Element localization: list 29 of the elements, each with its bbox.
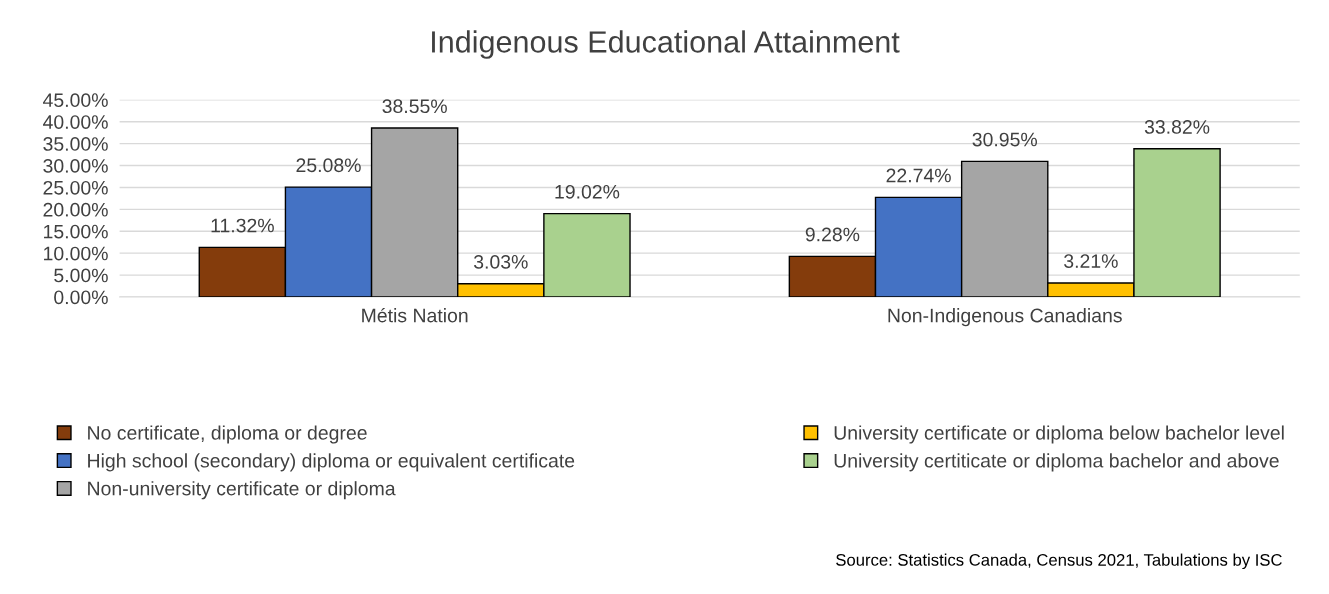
y-tick-label: 5.00%: [54, 268, 108, 283]
x-tick-label: Non-Indigenous Canadians: [888, 308, 1122, 327]
x-tick-label: Métis Nation: [362, 307, 468, 323]
y-tick-label: 10.00%: [44, 246, 108, 261]
chart-title: Indigenous Educational Attainment: [432, 30, 900, 59]
y-tick-label: 45.00%: [43, 93, 108, 108]
legend-label: University certiticate or diploma bachelor and above: [834, 453, 1279, 472]
y-tick-label: 20.00%: [43, 202, 108, 217]
data-label: 38.55%: [382, 99, 447, 114]
legend-label: High school (secondary) diploma or equivalent certificate: [88, 453, 575, 472]
data-label: 9.28%: [805, 227, 860, 242]
y-tick-label: 15.00%: [44, 224, 108, 239]
data-label: 30.95%: [972, 132, 1038, 147]
data-label: 11.32%: [211, 218, 274, 233]
legend-label: University certificate or diploma below bachelor level: [834, 425, 1284, 444]
data-label: 33.82%: [1144, 120, 1210, 134]
y-tick-label: 30.00%: [43, 159, 108, 173]
data-label: 19.02%: [555, 184, 620, 199]
y-tick-label: 35.00%: [43, 137, 108, 151]
legend-label: Non-university certificate or diploma: [88, 481, 396, 500]
legend-label: No certificate, diploma or degree: [88, 425, 367, 444]
y-tick-label: 25.00%: [43, 180, 108, 195]
y-tick-label: 40.00%: [43, 115, 108, 129]
data-label: 22.74%: [886, 168, 951, 183]
y-tick-label: 0.00%: [54, 290, 108, 305]
data-label: 3.03%: [473, 255, 528, 269]
data-label: 3.21%: [1064, 254, 1118, 268]
data-label: 25.08%: [296, 158, 361, 173]
source-note: Source: Statistics Canada, Census 2021, Tabulations by ISC: [836, 553, 1282, 570]
